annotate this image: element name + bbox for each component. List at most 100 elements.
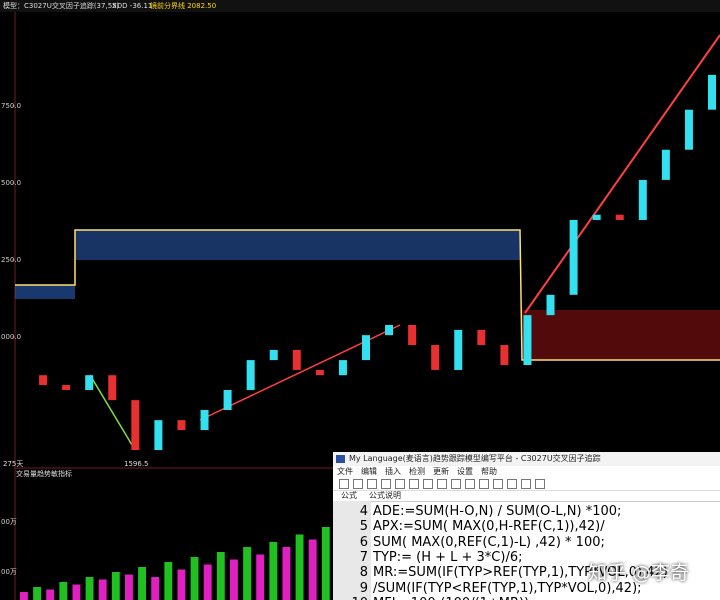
low-label: 1596.5 [124,460,149,468]
volume-bar [295,534,304,600]
menu-item[interactable]: 检测 [409,467,425,476]
volume-bar [33,587,41,600]
code-line: SUM( MAX(0,REF(C,1)-L) ,42) * 100; [373,534,605,550]
code-line: APX:=SUM( MAX(0,H-REF(C,1)),42)/ [373,519,605,535]
volume-bar [269,542,278,600]
volume-bar [125,574,133,600]
candle [500,345,509,366]
line-number: 7 [359,549,368,565]
volume-bar [190,557,199,600]
indicator-histogram [15,285,75,299]
code-line: MR:=SUM(IF(TYP>REF(TYP,1),TYP*VOL,0),42) [373,565,668,581]
y-tick-label: 250.0 [1,256,21,264]
candle [108,375,117,401]
candle [408,324,417,346]
code-line: ADE:=SUM(H-O,N) / SUM(O-L,N) *100; [373,504,622,519]
pane-title: 交易量趋势敏指标 [16,469,72,478]
candle [477,329,486,346]
candle [523,315,532,366]
code-area[interactable]: 4 ADE:=SUM(H-O,N) / SUM(O-L,N) *100; 5 APX:… [333,501,720,600]
days-label: 275天 [3,460,23,468]
menu-item[interactable]: 帮助 [481,467,497,476]
candle [546,294,555,316]
y-tick-label: 000.0 [1,333,21,341]
divider-value: 镜前分界线 2082.50 [150,1,216,10]
volume-bar [177,569,186,600]
menu-item[interactable]: 设置 [457,467,473,476]
candle [454,329,463,370]
volume-bar [243,547,251,600]
volume-bar [46,589,55,600]
line-number: 9 [359,580,368,596]
indicator-value: XDD -36.11 [112,2,152,10]
code-line: /SUM(IF(TYP<REF(TYP,1),TYP*VOL,0),42); [373,580,642,596]
candle [569,219,578,295]
volume-bar [308,539,317,600]
toolbar [333,478,720,491]
candle [223,389,232,410]
editor-window[interactable]: My Language(麦语言)趋势跟踪模型编写平台 - C3027U交叉因子追… [333,452,720,600]
menu-item[interactable]: 插入 [385,467,401,476]
code-line: TYP:= (H + L + 3*C)/6; [373,549,523,565]
line-number: 8 [359,565,368,581]
tab[interactable]: 公式说明 [369,491,401,500]
candle [292,349,301,370]
candle [154,420,163,451]
volume-bar [98,579,107,600]
candle [246,360,255,390]
tab-bar: 公式 公式说明 [333,491,720,502]
volume-bar [72,584,81,600]
model-name: 模型：C3027U交叉因子追踪(37,55) [3,1,120,10]
candle [592,214,601,220]
volume-bar [282,547,291,600]
volume-bar [138,567,146,600]
y-tick-label: 750.0 [1,102,21,110]
candle [385,324,394,336]
candle [661,149,670,180]
line-number: 5 [359,519,368,535]
candle [338,360,347,376]
volume-bar [203,564,212,600]
window-title: My Language(麦语言)趋势跟踪模型编写平台 - C3027U交叉因子追… [333,452,720,466]
tab[interactable]: 公式 [341,491,357,500]
candle [177,420,186,431]
candle [39,375,48,386]
candle [62,385,71,390]
indicator-line [15,229,720,361]
menu-item[interactable]: 文件 [337,467,353,476]
candle [200,409,209,431]
gutter [333,501,371,600]
volume-bar [111,572,120,600]
candle [615,214,624,220]
line-number: 6 [359,534,368,550]
candle [708,74,716,110]
volume-bar [164,562,173,600]
candle [684,109,693,150]
volume-bar [256,554,265,600]
line-number: 10 [333,596,368,600]
candle [131,400,140,451]
volume-bar [151,577,160,600]
indicator-histogram [75,230,520,260]
volume-bar [20,592,28,600]
candle [269,349,278,361]
volume-bar [85,577,94,600]
header-bar [0,0,720,12]
volume-bar [216,552,225,600]
menu-item[interactable]: 编辑 [361,467,377,476]
volume-bar [59,582,68,600]
y-tick-label: 00万 [1,568,17,576]
trend-line [524,34,720,314]
indicator-histogram [522,310,720,360]
y-tick-label: 00万 [1,518,17,526]
candle [315,369,324,376]
line-number: 4 [359,504,368,519]
candle [362,335,370,361]
candle [431,345,440,370]
menu-item[interactable]: 更新 [433,467,449,476]
volume-bar [321,527,330,600]
candle [638,179,647,220]
y-tick-label: 500.0 [1,179,21,187]
